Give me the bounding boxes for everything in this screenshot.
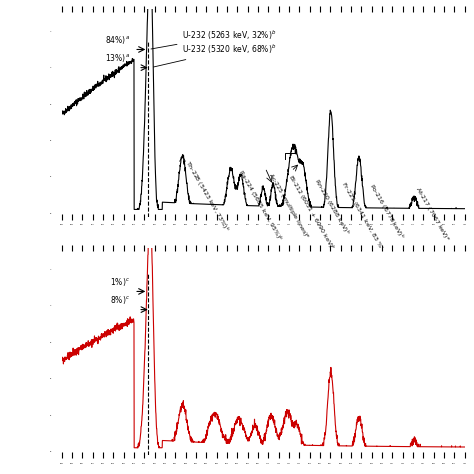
Text: U-232 (5263 keV, 32%)$^b$: U-232 (5263 keV, 32%)$^b$ — [151, 28, 277, 49]
Text: Th-228 (5423 keV, 73%)$^b$: Th-228 (5423 keV, 73%)$^b$ — [182, 158, 232, 234]
Text: 1%)$^c$: 1%)$^c$ — [110, 276, 130, 288]
Text: U-232 (5320 keV, 68%)$^b$: U-232 (5320 keV, 68%)$^b$ — [154, 43, 277, 67]
Text: Fr-221 (6341 keV, 83 %)$^a$: Fr-221 (6341 keV, 83 %)$^a$ — [337, 181, 386, 255]
Text: 13%)$^a$: 13%)$^a$ — [105, 52, 130, 64]
Text: Rn-220 (6288 keV)$^b$: Rn-220 (6288 keV)$^b$ — [311, 177, 352, 237]
Text: Ac-225 (multiple lines)$^a$: Ac-225 (multiple lines)$^a$ — [265, 171, 310, 241]
Text: 8%)$^c$: 8%)$^c$ — [110, 294, 130, 306]
Text: Po-216 (6778 keV)$^b$: Po-216 (6778 keV)$^b$ — [366, 182, 406, 242]
Text: 84%)$^a$: 84%)$^a$ — [105, 34, 130, 46]
Text: Ra-224 (5685 keV, 95%)$^b$: Ra-224 (5685 keV, 95%)$^b$ — [235, 168, 284, 243]
Text: At-217 (7067 keV)$^a$: At-217 (7067 keV)$^a$ — [412, 186, 451, 244]
Text: Bi-212 (6051 + 6090 keV)$^b$: Bi-212 (6051 + 6090 keV)$^b$ — [285, 173, 337, 253]
